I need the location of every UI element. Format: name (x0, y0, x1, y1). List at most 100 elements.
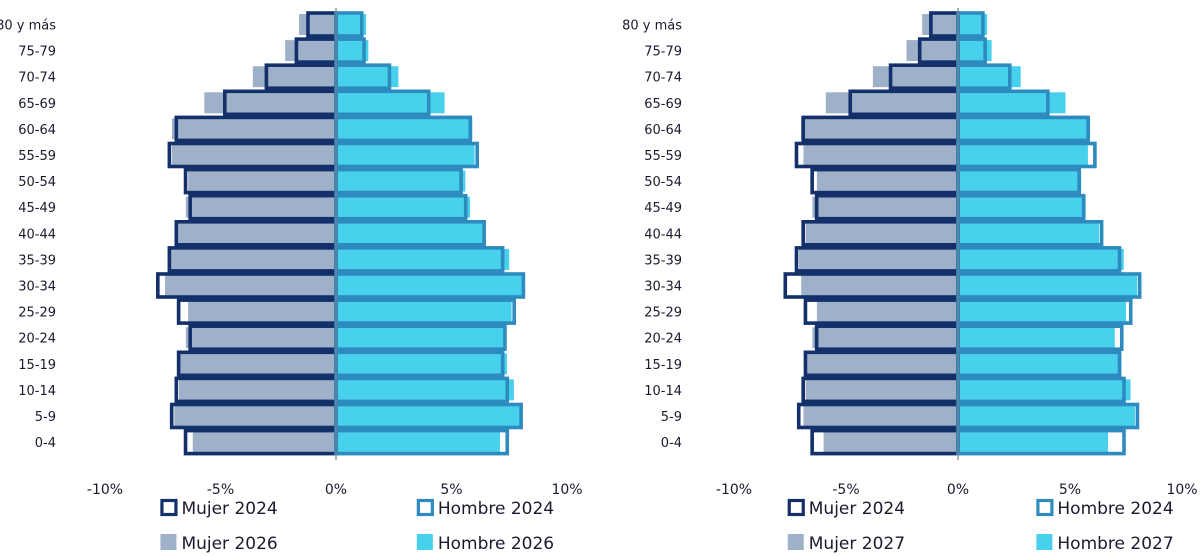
bar-hombre-2026-75-79 (336, 40, 369, 62)
bar-hombre-2026-80-y-más (336, 14, 367, 35)
bar-hombre-2026-70-74 (336, 66, 399, 88)
x-tick-label: -5% (832, 482, 859, 498)
y-tick-label: 65-69 (644, 97, 682, 112)
bar-hombre-2027-5-9 (958, 405, 1135, 427)
bar-hombre-2027-75-79 (958, 40, 992, 62)
y-tick-label: 50-54 (644, 175, 682, 190)
legend-item: Hombre 2024 (416, 498, 554, 519)
y-tick-label: 10-14 (644, 384, 682, 399)
bar-hombre-2027-10-14 (958, 379, 1131, 401)
y-tick-label: 45-49 (18, 201, 56, 216)
legend-swatch (1036, 534, 1053, 550)
bar-mujer-2026-65-69 (204, 92, 336, 114)
legend-item: Hombre 2027 (1036, 534, 1174, 554)
bar-hombre-2027-25-29 (958, 301, 1126, 323)
bar-mujer-2027-0-4 (823, 431, 958, 453)
bar-mujer-2027-75-79 (906, 40, 958, 62)
y-tick-label: 15-19 (644, 358, 682, 373)
bar-mujer-2027-45-49 (812, 196, 958, 218)
bar-hombre-2027-50-54 (958, 170, 1082, 192)
bar-mujer-2026-10-14 (178, 379, 336, 401)
y-tick-label: 30-34 (644, 280, 682, 295)
y-tick-label: 80 y más (622, 19, 682, 34)
bar-hombre-2027-15-19 (958, 353, 1122, 375)
bar-mujer-2026-25-29 (188, 301, 336, 323)
legend-item: Mujer 2024 (787, 498, 905, 519)
population-pyramid-2026: 0-4 5-9 10-14 15-19 20-24 25-29 30-34 35-39 40-4… (0, 8, 583, 554)
bar-mujer-2026-40-44 (176, 222, 336, 244)
legend-label: Hombre 2024 (438, 499, 554, 519)
y-tick-label: 70-74 (18, 71, 56, 86)
legend-swatch (787, 498, 805, 517)
bar-mujer-2027-10-14 (805, 379, 958, 401)
bar-hombre-2027-80-y-más (958, 14, 988, 35)
bar-hombre-2026-10-14 (336, 379, 514, 401)
legend-item: Hombre 2024 (1036, 498, 1174, 519)
bar-hombre-2026-0-4 (336, 431, 501, 453)
bar-hombre-2026-45-49 (336, 196, 470, 218)
legend-label: Mujer 2024 (809, 499, 905, 519)
x-tick-label: 0% (325, 482, 347, 498)
bar-hombre-2026-55-59 (336, 144, 475, 166)
legend-label: Hombre 2027 (1057, 534, 1173, 554)
bar-mujer-2026-0-4 (192, 431, 336, 453)
x-tick-label: -10% (87, 482, 123, 498)
fill-bars (798, 14, 1138, 453)
y-tick-label: 35-39 (18, 253, 56, 268)
legend-swatch (1036, 498, 1054, 517)
y-tick-label: 0-4 (35, 436, 56, 451)
y-tick-label: 35-39 (644, 253, 682, 268)
x-tick-label: 0% (947, 482, 969, 498)
bar-mujer-2026-45-49 (185, 196, 336, 218)
bar-mujer-2027-65-69 (825, 92, 958, 114)
y-tick-label: 75-79 (18, 45, 56, 60)
y-tick-label: 15-19 (18, 358, 56, 373)
y-tick-label: 5-9 (35, 410, 56, 425)
bar-hombre-2027-30-34 (958, 275, 1138, 296)
bar-mujer-2027-35-39 (798, 248, 958, 270)
legend-label: Mujer 2026 (181, 534, 277, 554)
bar-mujer-2027-40-44 (805, 222, 958, 244)
x-tick-label: -10% (716, 482, 752, 498)
y-tick-label: 60-64 (18, 123, 56, 138)
y-tick-label: 10-14 (18, 384, 56, 399)
bar-mujer-2026-60-64 (171, 118, 336, 140)
outline-bars (156, 11, 526, 456)
fill-bars (165, 14, 524, 453)
y-tick-label: 40-44 (18, 227, 56, 242)
y-tick-label: 55-59 (18, 149, 56, 164)
y-tick-label: 20-24 (644, 332, 682, 347)
bar-hombre-2026-40-44 (336, 222, 484, 244)
bar-mujer-2026-50-54 (188, 170, 336, 192)
bar-mujer-2026-20-24 (185, 327, 336, 349)
x-tick-label: -5% (207, 482, 234, 498)
x-tick-label: 10% (551, 482, 582, 498)
bar-hombre-2027-65-69 (958, 92, 1066, 114)
legend-swatch (160, 498, 178, 517)
legend-item: Mujer 2027 (787, 534, 905, 554)
y-tick-label: 0-4 (661, 436, 682, 451)
bar-hombre-2026-20-24 (336, 327, 505, 349)
bar-mujer-2027-80-y-más (922, 14, 958, 35)
bar-mujer-2026-55-59 (171, 144, 336, 166)
bar-hombre-2026-25-29 (336, 301, 512, 323)
bar-mujer-2027-55-59 (803, 144, 958, 166)
population-pyramid-2027: 0-4 5-9 10-14 15-19 20-24 25-29 30-34 35-39 40-4… (622, 8, 1198, 554)
bar-hombre-2027-0-4 (958, 431, 1109, 453)
legend-label: Mujer 2027 (809, 534, 905, 554)
legend-label: Hombre 2024 (1057, 499, 1173, 519)
y-tick-label: 40-44 (644, 227, 682, 242)
bar-mujer-2026-35-39 (169, 248, 336, 270)
x-tick-label: 5% (1059, 482, 1081, 498)
bar-hombre-2027-20-24 (958, 327, 1115, 349)
legend-item: Hombre 2026 (416, 534, 554, 554)
bar-hombre-2027-55-59 (958, 144, 1088, 166)
y-tick-label: 30-34 (18, 280, 56, 295)
legend-item: Mujer 2026 (160, 534, 278, 554)
bar-mujer-2026-30-34 (165, 275, 336, 296)
bar-hombre-2026-5-9 (336, 405, 521, 427)
bar-hombre-2027-60-64 (958, 118, 1091, 140)
y-tick-label: 80 y más (0, 19, 56, 34)
bar-hombre-2027-35-39 (958, 248, 1124, 270)
